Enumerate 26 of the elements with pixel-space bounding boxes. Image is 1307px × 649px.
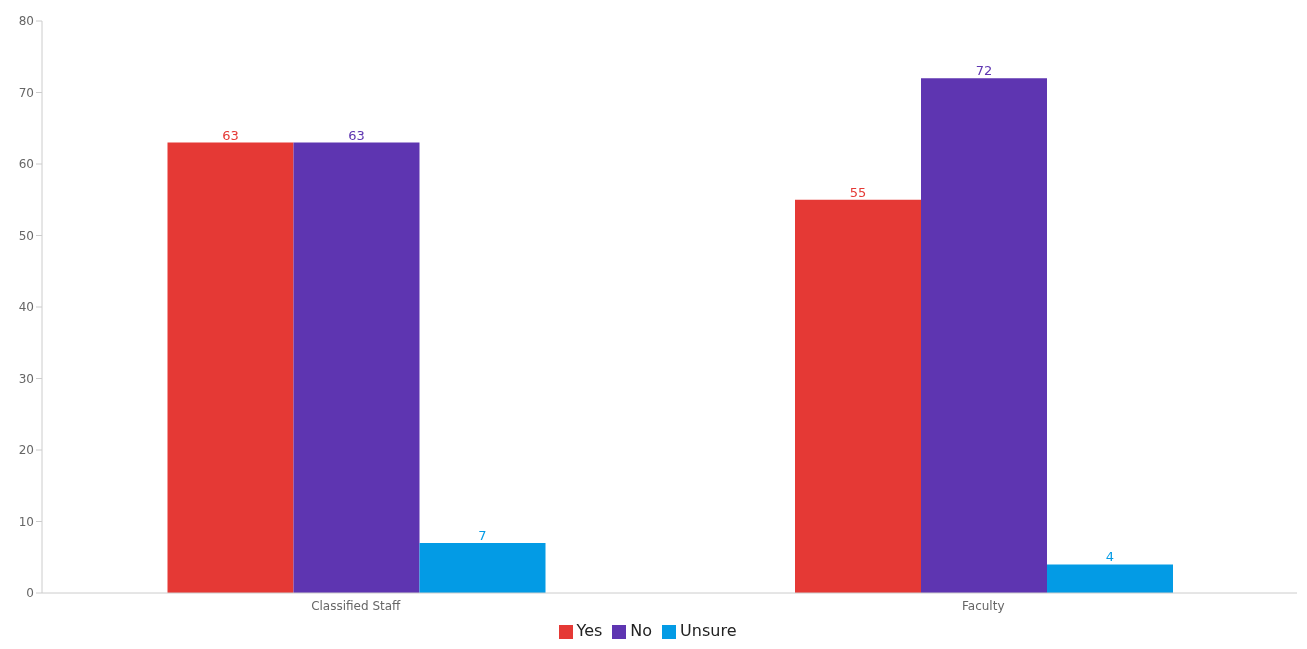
- data-label: 7: [478, 527, 487, 543]
- bar: [167, 142, 294, 593]
- data-label: 4: [1105, 549, 1115, 565]
- legend-label: Yes: [576, 621, 603, 640]
- bar: [293, 142, 420, 593]
- legend-label: No: [630, 621, 653, 640]
- bar: [1047, 564, 1173, 593]
- y-tick-label: 50: [18, 228, 34, 243]
- data-label: 55: [849, 184, 867, 200]
- y-tick-label: 20: [18, 443, 34, 458]
- y-tick-label: 10: [18, 514, 34, 529]
- y-tick-label: 60: [18, 157, 34, 172]
- y-tick-label: 0: [26, 586, 34, 601]
- legend-label: Unsure: [680, 621, 737, 640]
- y-tick-label: 40: [18, 300, 34, 315]
- data-label: 63: [222, 127, 239, 143]
- y-tick-label: 30: [18, 371, 34, 386]
- data-label: 72: [975, 63, 993, 79]
- y-tick-label: 70: [18, 85, 34, 100]
- x-tick-label: Classified Staff: [311, 598, 402, 613]
- bar: [921, 78, 1047, 593]
- x-tick-label: Faculty: [962, 598, 1005, 613]
- y-tick-label: 80: [18, 14, 34, 29]
- data-label: 63: [348, 127, 365, 143]
- bar: [419, 542, 546, 593]
- bar: [795, 199, 921, 593]
